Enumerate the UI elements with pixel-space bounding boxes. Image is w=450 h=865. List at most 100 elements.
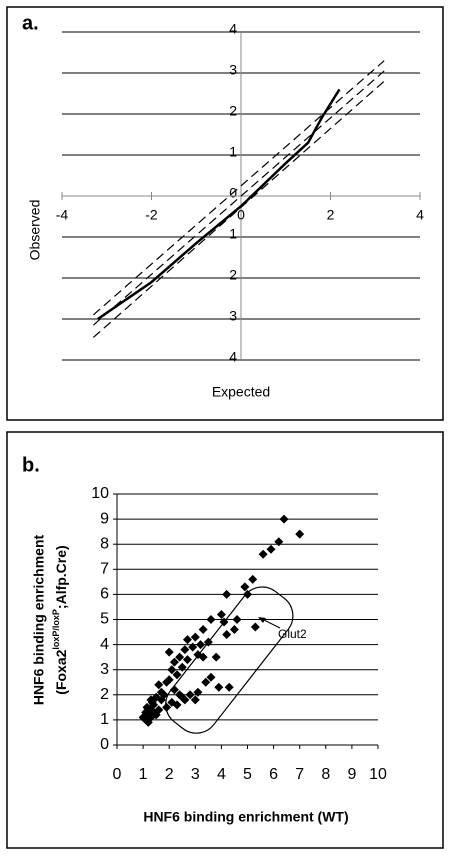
point [164, 647, 174, 657]
y-axis-label-part: ;Alfp.Cre) [53, 545, 69, 609]
point [198, 625, 208, 635]
panel-label: a. [22, 12, 39, 34]
point [156, 687, 166, 697]
point [279, 514, 289, 524]
point [190, 695, 200, 705]
y-tick-label: 3 [229, 62, 237, 78]
x-tick-label: 3 [191, 766, 200, 783]
x-tick-label: -4 [56, 207, 69, 223]
point [193, 687, 203, 697]
point [214, 682, 224, 692]
y-axis-label-sup: loxP/loxP [51, 609, 61, 650]
point [201, 677, 211, 687]
x-tick-label: 1 [139, 766, 148, 783]
x-tick-label: 2 [327, 207, 335, 223]
series-line [92, 70, 385, 326]
y-tick-label: 2 [229, 103, 237, 119]
point [185, 690, 195, 700]
point [147, 697, 157, 707]
point [190, 632, 200, 642]
x-tick-label: 2 [165, 766, 174, 783]
series-line [92, 80, 385, 338]
y-tick-label: 7 [100, 561, 109, 578]
y-tick-label: 4 [229, 349, 237, 365]
point [196, 640, 206, 650]
x-tick-label: 4 [217, 766, 226, 783]
y-tick-label: 2 [229, 267, 237, 283]
point [240, 582, 250, 592]
x-tick-label: 0 [237, 207, 245, 223]
point [138, 712, 148, 722]
point [142, 702, 152, 712]
point [180, 695, 190, 705]
y-tick-label: 0 [100, 736, 109, 753]
point [232, 615, 242, 624]
point [169, 685, 179, 695]
point [266, 544, 276, 554]
point [177, 662, 187, 672]
x-tick-label: 5 [243, 766, 252, 783]
point [222, 630, 232, 640]
point [224, 682, 234, 692]
point [198, 652, 208, 662]
y-tick-label: 4 [100, 636, 109, 653]
point [154, 680, 164, 690]
point [180, 645, 190, 655]
y-tick-label: 1 [229, 226, 237, 242]
y-tick-label: 10 [91, 485, 109, 502]
point [164, 675, 174, 685]
point [169, 657, 179, 667]
series-line [92, 60, 385, 316]
y-tick-label: 2 [100, 686, 109, 703]
x-axis-label: HNF6 binding enrichment (WT) [143, 809, 348, 825]
x-tick-label: 10 [369, 766, 387, 783]
y-axis-label: Observed [27, 200, 43, 261]
y-tick-label: 5 [100, 611, 109, 628]
x-tick-label: 0 [113, 766, 122, 783]
point [167, 665, 177, 675]
point [258, 549, 268, 559]
point [206, 615, 216, 624]
point [182, 655, 192, 665]
point [172, 700, 182, 710]
y-axis-label: HNF6 binding enrichment [31, 534, 47, 705]
point [222, 589, 232, 599]
y-tick-label: 3 [100, 661, 109, 678]
point [211, 652, 221, 662]
point [295, 529, 305, 539]
annotation-arrow [261, 618, 281, 629]
y-tick-label: 4 [229, 21, 237, 37]
y-tick-label: 1 [229, 144, 237, 160]
y-tick-label: 8 [100, 535, 109, 552]
y-axis-label-part: (Foxa2 [53, 649, 69, 694]
y-tick-label: 9 [100, 510, 109, 527]
point [154, 705, 164, 715]
x-tick-label: -2 [145, 207, 158, 223]
point [182, 635, 192, 645]
point [188, 642, 198, 652]
y-tick-label: 6 [100, 586, 109, 603]
x-tick-label: 9 [347, 766, 356, 783]
panel-a-frame [6, 6, 444, 421]
y-tick-label: 3 [229, 308, 237, 324]
point [172, 670, 182, 680]
series-line [97, 88, 341, 321]
x-axis-label: Expected [212, 384, 270, 400]
point [243, 589, 252, 599]
point [203, 637, 213, 647]
x-tick-label: 7 [295, 766, 304, 783]
x-tick-label: 8 [321, 766, 330, 783]
x-tick-label: 4 [416, 207, 424, 223]
x-tick-label: 6 [269, 766, 278, 783]
point [216, 609, 226, 619]
point [206, 672, 216, 682]
point [274, 537, 284, 547]
point [248, 574, 258, 584]
y-axis-label: (Foxa2loxP/loxP;Alfp.Cre) [51, 545, 68, 694]
point [229, 625, 239, 635]
panel-b-frame [6, 431, 444, 849]
panel-label: b. [22, 454, 40, 476]
point [162, 702, 172, 712]
point [219, 617, 229, 627]
